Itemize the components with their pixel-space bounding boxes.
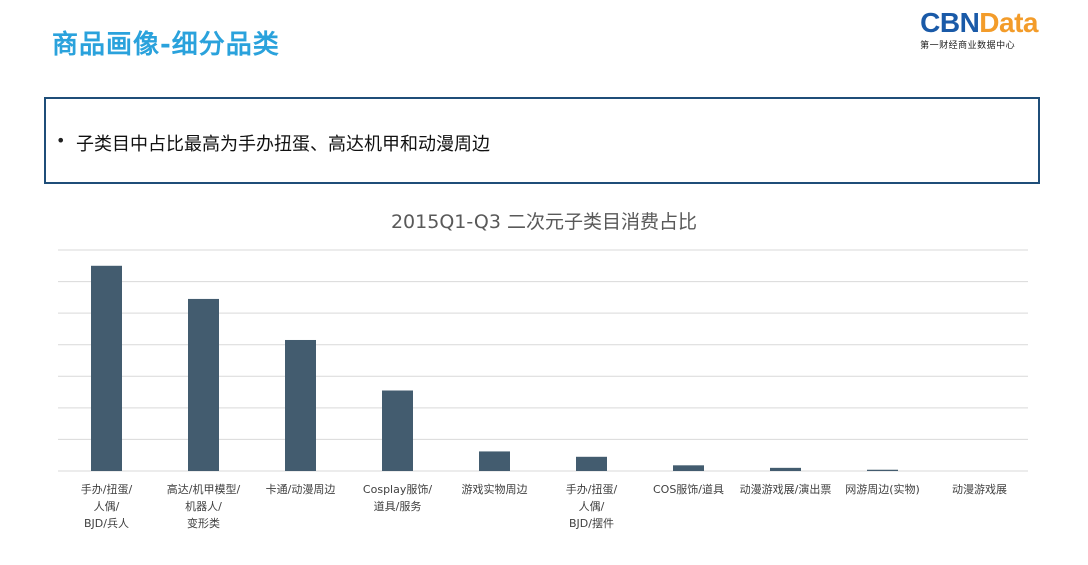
category-label-2: 卡通/动漫周边 [265, 483, 336, 496]
bullet-icon: • [56, 131, 66, 150]
category-label-3: Cosplay服饰/ 道具/服务 [362, 483, 433, 513]
category-label-4: 游戏实物周边 [461, 483, 528, 496]
category-label-7: 动漫游戏展/演出票 [739, 483, 832, 496]
chart-title: 2015Q1-Q3 二次元子类目消费占比 [390, 211, 698, 233]
bar-8 [867, 469, 898, 471]
page-title: 商品画像-细分品类 [52, 30, 280, 60]
logo-text-data: Data [979, 7, 1038, 38]
category-label-6: COS服饰/道具 [652, 483, 725, 496]
category-label-0: 手办/扭蛋/ 人偶/ BJD/兵人 [80, 483, 133, 530]
logo-subtitle: 第一财经商业数据中心 [920, 41, 1016, 51]
brand-logo: CBNData 第一财经商业数据中心 [920, 7, 1038, 52]
logo-text-cbn: CBN [920, 7, 980, 38]
bar-7 [770, 467, 801, 471]
bar-1 [188, 298, 219, 471]
bar-2 [285, 339, 316, 471]
summary-text: 子类目中占比最高为手办扭蛋、高达机甲和动漫周边 [76, 134, 490, 155]
category-label-1: 高达/机甲模型/ 机器人/ 变形类 [166, 483, 241, 530]
bar-5 [576, 456, 607, 471]
bar-3 [382, 390, 413, 471]
category-label-5: 手办/扭蛋/ 人偶/ BJD/摆件 [565, 483, 618, 530]
bar-4 [479, 451, 510, 471]
category-label-8: 网游周边(实物) [845, 483, 920, 496]
category-label-9: 动漫游戏展 [952, 483, 1007, 496]
bar-6 [673, 465, 704, 471]
bar-0 [91, 265, 122, 471]
summary-callout: • 子类目中占比最高为手办扭蛋、高达机甲和动漫周边 [44, 97, 1040, 184]
